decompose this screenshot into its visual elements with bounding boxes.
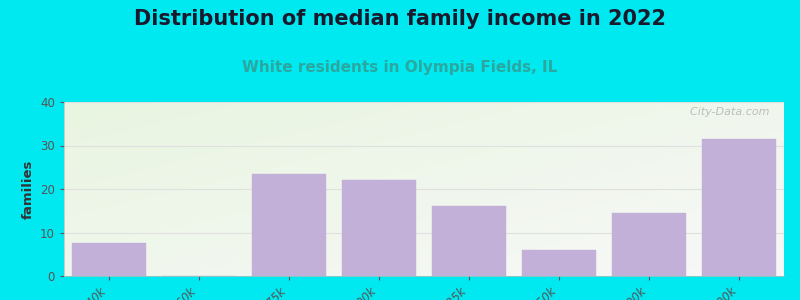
Bar bbox=[72, 243, 146, 276]
Bar bbox=[702, 139, 776, 276]
Text: Distribution of median family income in 2022: Distribution of median family income in … bbox=[134, 9, 666, 29]
Bar bbox=[522, 250, 596, 276]
Bar bbox=[342, 180, 416, 276]
Bar bbox=[612, 213, 686, 276]
Text: White residents in Olympia Fields, IL: White residents in Olympia Fields, IL bbox=[242, 60, 558, 75]
Y-axis label: families: families bbox=[22, 159, 34, 219]
Bar bbox=[252, 174, 326, 276]
Bar bbox=[432, 206, 506, 276]
Text: City-Data.com: City-Data.com bbox=[683, 107, 770, 117]
